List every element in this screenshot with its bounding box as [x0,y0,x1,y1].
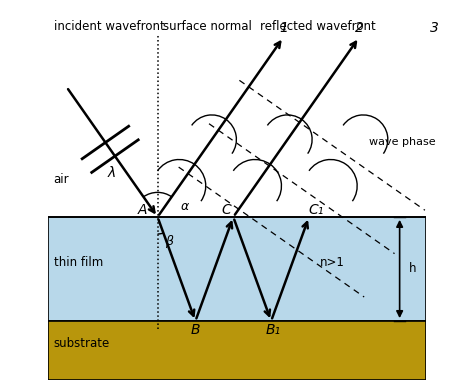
Text: B: B [191,323,200,337]
Text: n>1: n>1 [320,256,345,269]
Text: air: air [54,173,69,186]
Text: 3: 3 [430,21,439,35]
Text: 1: 1 [279,21,288,35]
Text: surface normal: surface normal [163,20,252,33]
Text: B₁: B₁ [265,323,281,337]
Text: thin film: thin film [54,256,103,269]
Text: α: α [181,200,189,213]
Text: C: C [222,203,231,217]
Text: reflected wavefront: reflected wavefront [260,20,375,33]
Text: A: A [137,203,147,217]
Text: wave phase: wave phase [369,137,436,147]
Text: h: h [409,263,417,275]
Text: β: β [165,235,173,248]
Text: 2: 2 [355,21,364,35]
Text: substrate: substrate [54,338,110,351]
Text: C₁: C₁ [308,203,324,217]
Bar [48,321,426,379]
Text: incident wavefront: incident wavefront [54,20,164,33]
Text: λ: λ [107,166,115,180]
Bar [48,217,426,321]
